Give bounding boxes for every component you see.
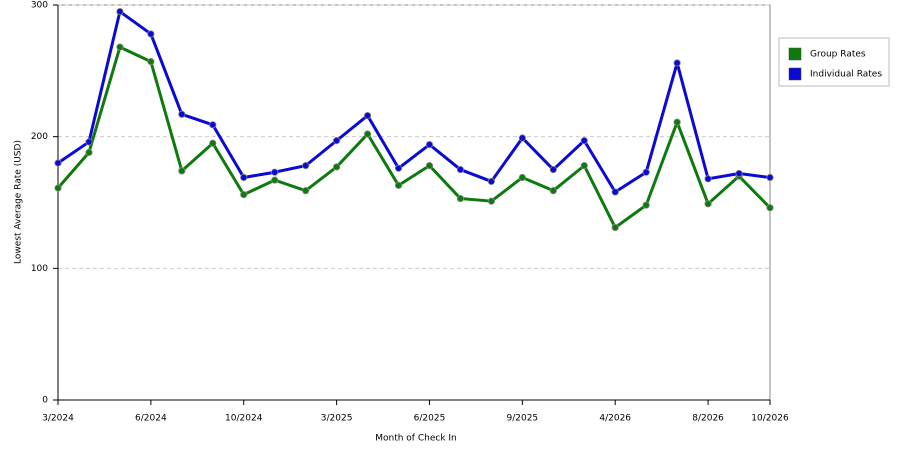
data-point — [85, 148, 93, 157]
data-point — [85, 138, 93, 146]
y-axis-label: Lowest Average Rate (USD) — [14, 140, 24, 264]
y-tick-label: 100 — [31, 264, 48, 274]
data-point — [580, 137, 588, 145]
data-point — [487, 177, 495, 186]
data-point — [240, 173, 248, 182]
data-point — [456, 165, 465, 174]
data-point — [642, 201, 650, 209]
data-point — [642, 168, 650, 176]
x-tick-label: 10/2024 — [225, 414, 263, 424]
x-tick-label: 4/2026 — [599, 414, 631, 424]
data-point — [209, 139, 217, 147]
data-point — [704, 200, 712, 208]
data-point — [673, 59, 681, 67]
plot-area — [57, 4, 771, 401]
data-point — [302, 162, 310, 170]
data-point — [394, 181, 403, 189]
legend-label: Group Rates — [810, 50, 866, 60]
data-point — [456, 194, 465, 203]
y-tick-label: 300 — [31, 1, 48, 11]
legend-label: Individual Rates — [810, 70, 882, 80]
data-point — [580, 162, 588, 170]
data-point — [704, 175, 712, 183]
data-point — [425, 162, 434, 170]
data-point — [209, 121, 217, 129]
data-point — [333, 163, 341, 171]
data-point — [611, 188, 619, 196]
data-point — [116, 43, 124, 51]
x-axis-label: Month of Check In — [375, 434, 457, 444]
data-point — [735, 169, 743, 178]
data-point — [178, 110, 186, 118]
data-point — [549, 187, 557, 195]
series-line — [57, 10, 771, 194]
data-point — [178, 167, 186, 175]
data-point — [518, 134, 526, 142]
data-point — [487, 197, 495, 205]
y-tick-label: 0 — [42, 396, 48, 406]
data-point — [54, 159, 62, 167]
legend-swatch — [788, 67, 802, 81]
data-point — [147, 58, 155, 66]
data-point — [611, 223, 619, 232]
data-point — [425, 140, 434, 149]
data-point — [271, 176, 279, 184]
x-tick-label: 8/2026 — [692, 414, 724, 424]
data-point — [673, 118, 681, 126]
data-point — [518, 173, 526, 182]
data-point — [302, 187, 310, 195]
x-tick-label: 9/2025 — [507, 414, 539, 424]
y-tick-label: 200 — [31, 132, 48, 142]
data-point — [394, 164, 403, 172]
legend-swatch — [788, 47, 802, 61]
data-point — [147, 30, 155, 38]
series-line — [56, 45, 772, 230]
data-point — [271, 168, 279, 176]
data-point — [363, 112, 372, 120]
data-point — [766, 173, 774, 182]
x-tick-label: 10/2026 — [751, 414, 789, 424]
data-point — [363, 130, 372, 138]
data-point — [240, 191, 248, 199]
data-point — [54, 184, 62, 192]
data-point — [549, 165, 557, 174]
data-point — [766, 204, 774, 212]
x-tick-label: 6/2025 — [414, 414, 446, 424]
data-point — [116, 7, 124, 16]
x-tick-label: 3/2025 — [321, 414, 353, 424]
x-tick-label: 3/2024 — [42, 414, 74, 424]
x-tick-label: 6/2024 — [135, 414, 167, 424]
data-point — [333, 137, 341, 145]
